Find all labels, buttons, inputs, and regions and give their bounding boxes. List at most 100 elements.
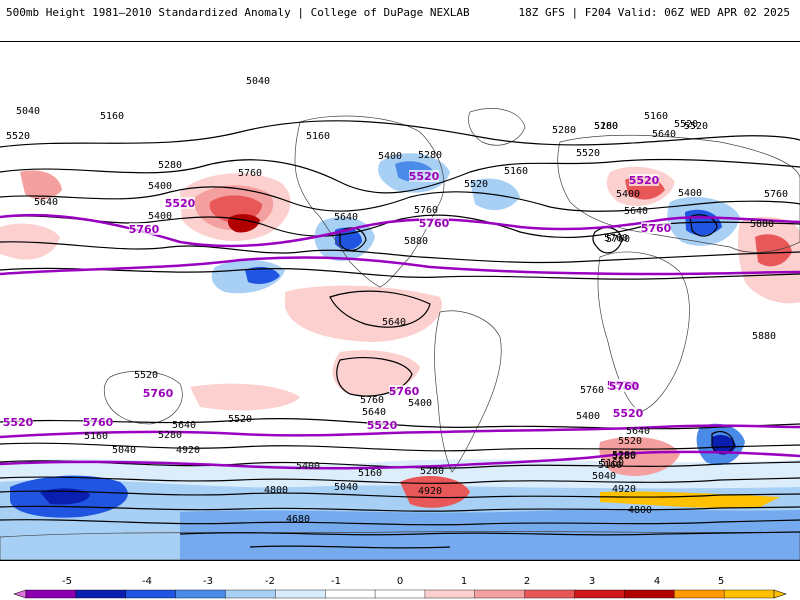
contour-label: 5040 xyxy=(112,445,136,456)
contour-label: 5520 xyxy=(464,179,488,190)
contour-line xyxy=(179,531,800,536)
legend-color-segment xyxy=(674,589,725,599)
legend-color-segment xyxy=(624,589,675,599)
coastline-north-america xyxy=(294,115,445,288)
contour-label: 5160 xyxy=(100,111,124,122)
anomaly-positive-region xyxy=(400,476,470,508)
highlight-label-bg xyxy=(165,197,195,209)
anomaly-map[interactable]: 5040504051605520552052805760540051605400… xyxy=(0,42,800,560)
anomaly-positive-region xyxy=(285,285,442,342)
legend-color-segment xyxy=(175,589,226,599)
contour-line xyxy=(0,460,800,469)
contour-labels: 5040504051605520552052805760540051605400… xyxy=(6,76,788,525)
contour-label: 5400 xyxy=(378,151,402,162)
anomaly-negative-region xyxy=(245,266,280,284)
contour-label: 5280 xyxy=(552,125,576,136)
anomaly-positive-region xyxy=(600,491,780,508)
highlight-label-bg xyxy=(83,416,113,428)
highlight-contour-label: 5760 xyxy=(389,385,420,398)
contour-5760-south xyxy=(0,424,800,439)
contour-label: 5160 xyxy=(358,468,382,479)
contour-label: 5040 xyxy=(592,471,616,482)
contour-label: 5040 xyxy=(334,482,358,493)
contour-label: 5880 xyxy=(404,236,428,247)
anomaly-positive-region xyxy=(20,170,62,200)
legend-tick-label: 4 xyxy=(654,576,660,587)
legend-color-segment xyxy=(275,589,326,599)
contour-line xyxy=(0,490,800,499)
anomaly-negative-region xyxy=(180,509,800,560)
legend-tick-label: 0 xyxy=(397,576,403,587)
color-legend: -5 -4 -3 -2 -1 0 1 2 3 4 5 xyxy=(0,570,800,600)
contour-label: 5160 xyxy=(306,131,330,142)
highlight-contour-label: 5760 xyxy=(143,387,174,400)
contour-label: 5640 xyxy=(652,129,676,140)
legend-tick-label: -1 xyxy=(331,576,341,587)
legend-colorbar: -5 -4 -3 -2 -1 0 1 2 3 4 5 xyxy=(13,576,787,599)
contour-line xyxy=(249,545,451,549)
anomaly-positive-region xyxy=(332,350,420,396)
contour-line xyxy=(592,226,623,254)
contour-label: 5640 xyxy=(172,420,196,431)
contour-label: 5400 xyxy=(576,411,600,422)
highlight-contour-label: 5520 xyxy=(3,416,34,429)
contour-label: 5760 xyxy=(604,233,628,244)
highlight-contours xyxy=(0,213,800,470)
contour-label: 5400 xyxy=(148,181,172,192)
anomaly-negative-region xyxy=(712,435,736,455)
header: 500mb Height 1981–2010 Standardized Anom… xyxy=(0,0,800,40)
highlight-contour-label: 5520 xyxy=(409,170,440,183)
contour-label: 4680 xyxy=(286,514,310,525)
contour-label: 5280 xyxy=(420,466,444,477)
legend-max-arrow xyxy=(773,589,787,599)
highlight-label-bg xyxy=(613,407,643,419)
legend-tick-label: 1 xyxy=(461,576,467,587)
contour-label: 5520 xyxy=(6,131,30,142)
highlight-label-bg xyxy=(409,170,439,182)
contour-line xyxy=(0,519,800,526)
contour-line xyxy=(0,186,800,212)
highlight-contour-label: 5760 xyxy=(419,217,450,230)
contour-label: 5520 xyxy=(684,121,708,132)
legend-tick-label: -3 xyxy=(203,576,213,587)
contour-label: 5160 xyxy=(600,458,624,469)
contour-label: 5640 xyxy=(334,212,358,223)
contour-label: 4920 xyxy=(418,486,442,497)
anomaly-negative-region xyxy=(40,488,90,505)
highlight-label-bg xyxy=(609,380,639,392)
highlight-contour-label: 5520 xyxy=(613,407,644,420)
contour-label: 5760 xyxy=(238,168,262,179)
contour-label: 5760 xyxy=(360,395,384,406)
highlight-contour-label: 5760 xyxy=(609,380,640,393)
contour-label: 5760 xyxy=(580,385,604,396)
contour-label: 5280 xyxy=(612,450,636,461)
contour-label: 5160 xyxy=(594,121,618,132)
anomaly-positive-region xyxy=(0,223,60,260)
contour-label: 5760 xyxy=(414,205,438,216)
height-contours xyxy=(0,120,800,549)
contour-line xyxy=(689,214,718,237)
highlight-label-bg xyxy=(629,174,659,186)
contour-label: 4920 xyxy=(612,484,636,495)
contour-label: 5160 xyxy=(598,460,622,471)
contour-label: 5520 xyxy=(576,148,600,159)
coastline-south-america xyxy=(434,310,502,473)
contour-label: 5280 xyxy=(158,430,182,441)
legend-color-segment xyxy=(474,589,526,599)
highlight-label-bg xyxy=(3,416,33,428)
contour-label: 5280 xyxy=(594,121,618,132)
contour-label: 5040 xyxy=(16,106,40,117)
contour-label: 4800 xyxy=(264,485,288,496)
legend-color-segment xyxy=(25,589,77,599)
contour-label: 5400 xyxy=(296,461,320,472)
contour-label: 5640 xyxy=(34,197,58,208)
legend-color-segment xyxy=(325,589,376,599)
highlight-contour-label: 5520 xyxy=(165,197,196,210)
contour-line xyxy=(0,241,800,264)
coastline-australia xyxy=(103,370,183,425)
legend-color-segment xyxy=(374,589,426,599)
anomaly-positive-region xyxy=(755,234,792,267)
contour-label: 5880 xyxy=(750,219,774,230)
contour-label: 5160 xyxy=(504,166,528,177)
map-panel[interactable]: 5040504051605520552052805760540051605400… xyxy=(0,41,800,561)
